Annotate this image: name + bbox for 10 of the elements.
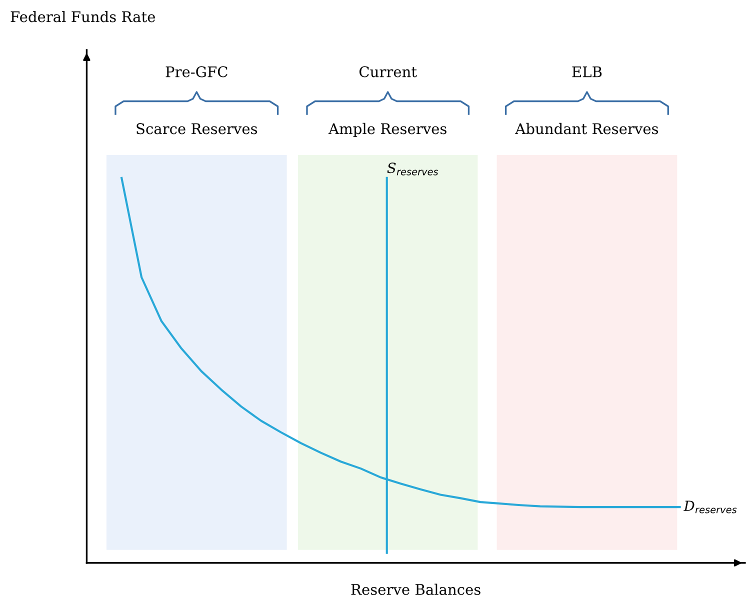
series-label: D$_{reserves}$	[684, 500, 737, 514]
text: Scarce Reserves	[136, 123, 258, 134]
text: Ample Reserves	[328, 122, 446, 138]
text: Current	[359, 66, 417, 78]
x-axis-title: Reserve Balances	[351, 584, 480, 595]
text: Federal Funds Rate	[10, 10, 156, 22]
text: Abundant Reserves	[515, 122, 658, 134]
text: Pre-GFC	[166, 66, 228, 78]
text: S$_{reserves}$	[387, 162, 438, 176]
text: ELB	[572, 66, 602, 78]
